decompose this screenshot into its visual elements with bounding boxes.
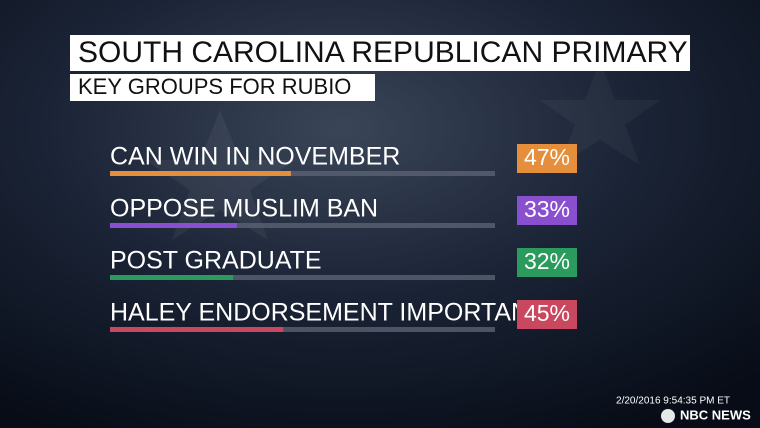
bar [110,223,238,228]
bar [110,327,284,332]
value-box [517,248,577,277]
title-box [70,35,690,71]
bar-track [110,275,495,280]
category-label: POST GRADUATE [110,247,322,275]
value-label: 33% [524,196,570,222]
bar [110,171,291,176]
timestamp: 2/20/2016 9:54:35 PM ET [616,396,730,407]
value-box [517,300,577,329]
category-label: CAN WIN IN NOVEMBER [110,143,400,171]
logo [661,409,675,423]
bar-track [110,327,495,332]
star-decoration [540,60,660,165]
chart-title: SOUTH CAROLINA REPUBLICAN PRIMARY [78,36,688,69]
bar-track [110,223,495,228]
chart-subtitle: KEY GROUPS FOR RUBIO [78,74,351,99]
value-label: 45% [524,300,570,326]
bar-track [110,171,495,176]
subtitle-box [70,74,375,101]
bar [110,275,234,280]
category-label: HALEY ENDORSEMENT IMPORTANT [110,299,544,327]
value-box [517,196,577,225]
value-label: 32% [524,248,570,274]
value-label: 47% [524,144,570,170]
value-box [517,144,577,173]
source: NBC NEWS [680,407,751,422]
category-label: OPPOSE MUSLIM BAN [110,195,378,223]
